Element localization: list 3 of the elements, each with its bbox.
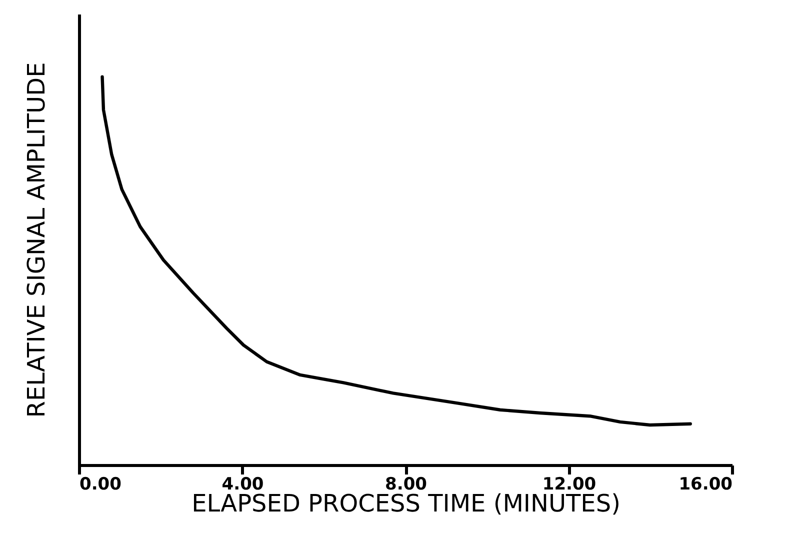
x-tick-label: 16.00 [678,474,733,494]
x-tick-label: 0.00 [80,474,122,494]
y-axis-title: RELATIVE SIGNAL AMPLITUDE [22,62,50,418]
